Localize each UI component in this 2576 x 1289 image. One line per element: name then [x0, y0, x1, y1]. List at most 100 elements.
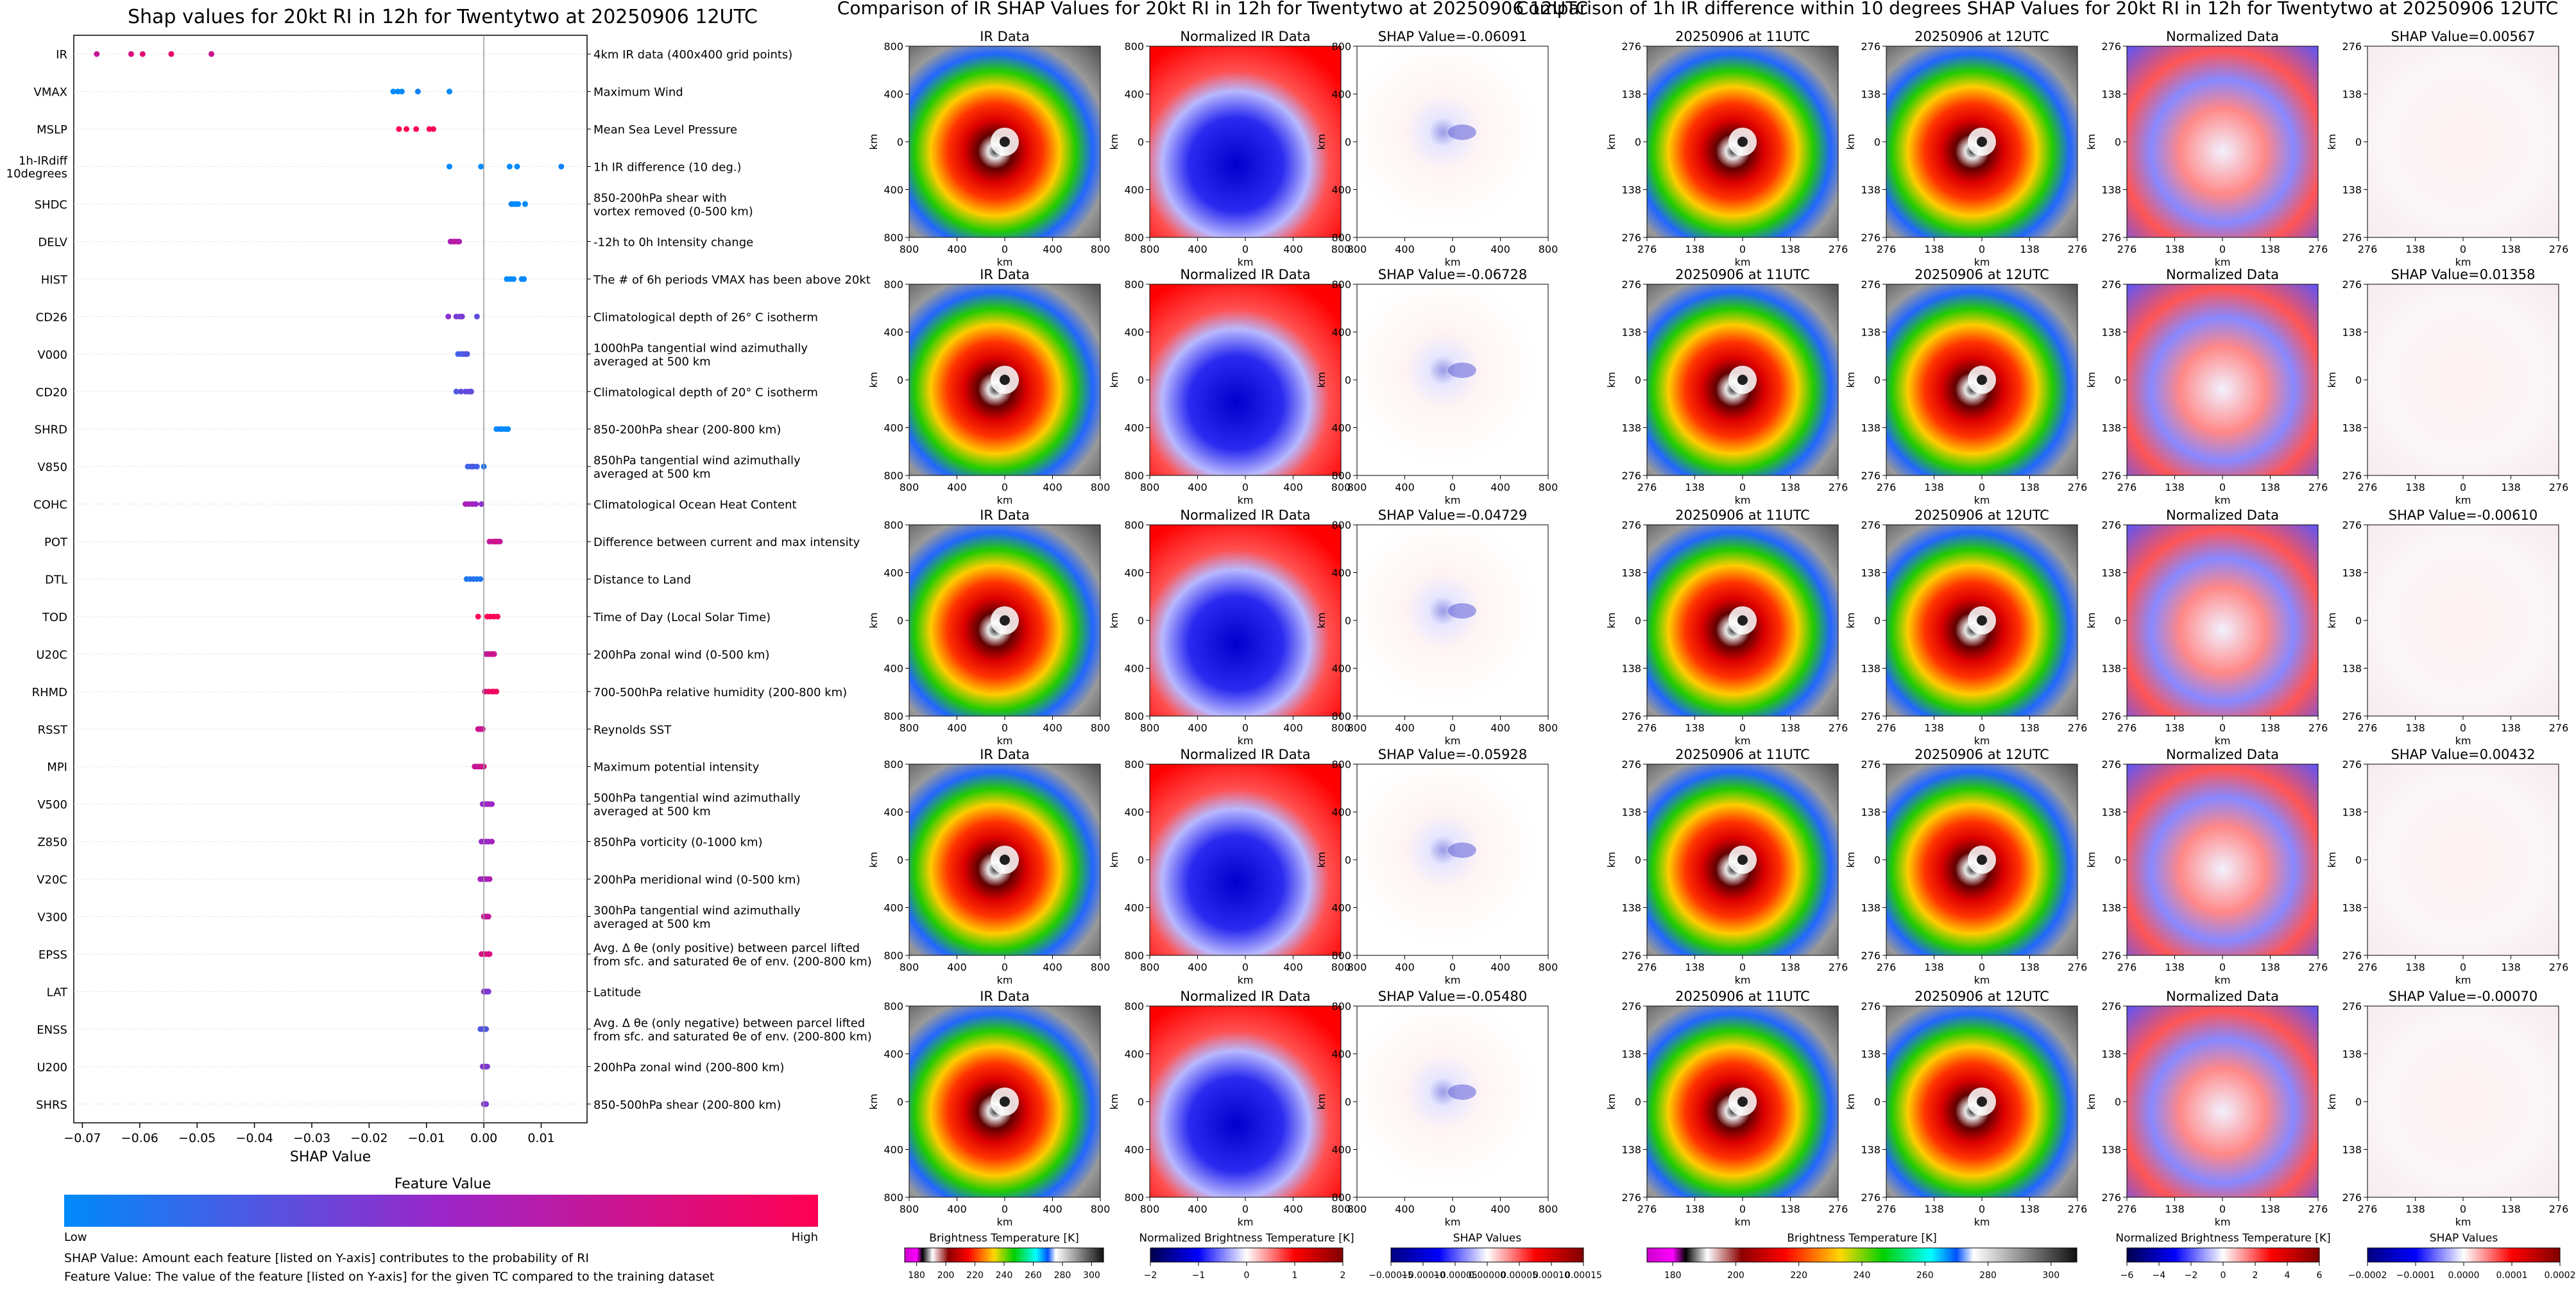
map-title: Normalized Data [2166, 508, 2279, 523]
map-y-tick-label: 0 [2115, 136, 2121, 148]
map-y-tick-label: 800 [1124, 519, 1144, 531]
feature-label: MSLP [37, 123, 67, 137]
map-x-tick-label: 138 [1780, 1203, 1800, 1215]
map-title: 20250906 at 12UTC [1915, 508, 2049, 523]
map-x-tick-label: 276 [2117, 481, 2137, 493]
x-tick-label: −0.06 [121, 1131, 158, 1145]
map-image [1149, 764, 1342, 956]
map-x-tick-label: 800 [1140, 1203, 1160, 1215]
map-y-tick-label: 400 [883, 1048, 903, 1061]
map-y-label: km [2085, 852, 2097, 868]
map-y-tick-label: 400 [1124, 807, 1144, 819]
map-x-label: km [1238, 256, 1254, 268]
eye-mark [1977, 615, 1987, 626]
colorbar-high-label: High [792, 1231, 818, 1244]
map-image [1356, 764, 1549, 956]
feature-description: 850hPa vorticity (0-1000 km) [593, 836, 763, 849]
map-y-tick-label: 138 [2342, 1144, 2362, 1156]
colorbar-label: Brightness Temperature [K] [1787, 1232, 1936, 1245]
map-y-tick-label: 400 [1124, 89, 1144, 101]
feature-description: The # of 6h periods VMAX has been above … [593, 273, 871, 287]
feature-label: DELV [38, 235, 67, 249]
map-x-label: km [1735, 1216, 1751, 1228]
colorbar-tick-label: 200 [1727, 1270, 1744, 1281]
map-y-tick-label: 276 [2101, 710, 2121, 722]
map-x-label: km [2215, 256, 2231, 268]
map-x-tick-label: 276 [1637, 961, 1657, 973]
shap-point [511, 276, 517, 282]
map-x-tick-label: 800 [900, 961, 919, 973]
shap-point [521, 276, 527, 282]
map-y-tick-label: 0 [1635, 374, 1641, 386]
shap-point [489, 801, 495, 807]
feature-description: Avg. Δ θe (only positive) between parcel… [593, 941, 872, 968]
map-x-tick-label: 0 [1449, 1203, 1456, 1215]
shap-point [398, 89, 405, 95]
map-y-tick-label: 0 [1874, 374, 1881, 386]
map-image [2126, 524, 2319, 717]
map-y-tick-label: 276 [2101, 40, 2121, 53]
map-x-tick-label: 138 [1924, 1203, 1944, 1215]
map-image [2367, 524, 2559, 717]
map-y-tick-label: 138 [1861, 663, 1881, 675]
map-y-tick-label: 138 [2101, 902, 2121, 914]
map-x-tick-label: 138 [2405, 722, 2425, 734]
map-x-tick-label: 0 [2460, 243, 2466, 255]
shap-point [468, 388, 474, 395]
map-x-tick-label: 0 [1242, 961, 1249, 973]
colorbar-tick-label: −6 [2120, 1270, 2134, 1281]
map-x-tick-label: 400 [1395, 1203, 1415, 1215]
map-y-tick-label: 276 [2101, 1191, 2121, 1204]
map-x-tick-label: 138 [1685, 722, 1705, 734]
colorbar-tick-label: 0.0001 [2496, 1270, 2528, 1281]
feature-label: MPI [47, 761, 67, 774]
map-x-tick-label: 138 [2501, 481, 2521, 493]
shap-hotspot-mark [1447, 363, 1476, 379]
shap-point [395, 89, 401, 95]
map-y-tick-label: 0 [897, 136, 903, 148]
map-y-tick-label: 138 [2342, 807, 2362, 819]
map-image [2367, 284, 2559, 476]
shap-point [445, 313, 452, 320]
map-y-tick-label: 400 [883, 567, 903, 579]
map-x-tick-label: 400 [1188, 243, 1207, 255]
map-x-label: km [2215, 974, 2231, 986]
colorbar-tick-label: 280 [1054, 1270, 1071, 1281]
map-y-tick-label: 138 [2342, 184, 2362, 196]
map-x-tick-label: 800 [1331, 1203, 1351, 1215]
shap-x-label: SHAP Value [290, 1149, 371, 1165]
map-x-tick-label: 276 [1829, 481, 1848, 493]
colorbar-3: SHAP Values−0.00015−0.00010−0.000050.000… [1369, 1232, 1602, 1281]
map-x-tick-label: 0 [1002, 961, 1008, 973]
map-y-tick-label: 138 [2101, 327, 2121, 339]
map-y-label: km [867, 852, 880, 868]
map-y-tick-label: 0 [1138, 374, 1144, 386]
map-y-tick-label: 276 [1621, 1191, 1641, 1204]
map-y-tick-label: 800 [883, 710, 903, 722]
shap-point [514, 164, 520, 170]
map-y-tick-label: 138 [2342, 327, 2362, 339]
map-y-tick-label: 276 [1861, 1191, 1881, 1204]
map-y-tick-label: 276 [1861, 232, 1881, 244]
map-x-tick-label: 138 [1780, 961, 1800, 973]
map-image [1149, 46, 1342, 238]
feature-label: CD26 [36, 311, 67, 324]
map-y-tick-label: 276 [2101, 278, 2121, 291]
colorbar-tick-label: 300 [1083, 1270, 1100, 1281]
colorbar-tick-label: −1 [1192, 1270, 1206, 1281]
eye-mark [1000, 615, 1010, 626]
map-y-tick-label: 138 [1621, 422, 1641, 434]
map-x-tick-label: 138 [2260, 481, 2280, 493]
map-y-tick-label: 138 [2342, 567, 2362, 579]
map-x-tick-label: 276 [1829, 722, 1848, 734]
map-y-tick-label: 0 [2115, 854, 2121, 866]
feature-description: Climatological Ocean Heat Content [593, 499, 797, 512]
colorbar-tick-label: −0.00015 [1369, 1270, 1413, 1281]
map-x-tick-label: 138 [1685, 1203, 1705, 1215]
